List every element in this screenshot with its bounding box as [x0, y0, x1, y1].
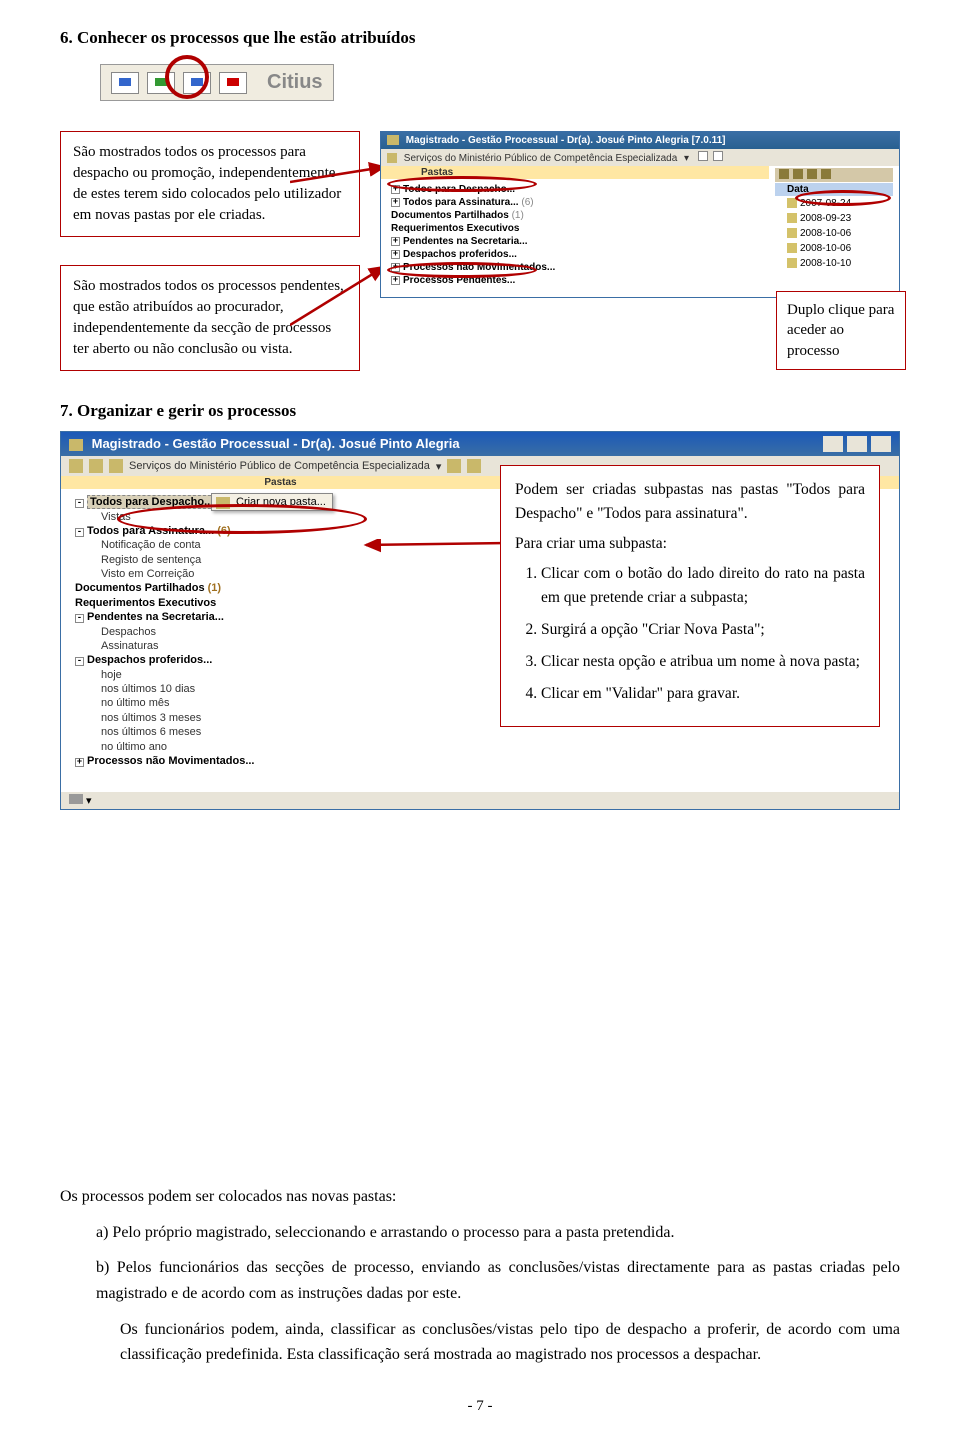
citius-label: Citius [267, 71, 323, 93]
toolbar-icon-pdf[interactable] [219, 72, 247, 94]
tree-item[interactable]: Vistas [75, 509, 365, 523]
tree-item[interactable]: Documentos Partilhados (1) [75, 581, 365, 595]
shot1-pastas-header: Pastas [381, 166, 769, 179]
tree-item[interactable]: nos últimos 3 meses [75, 711, 365, 725]
date-row[interactable]: 2008-10-06 [775, 241, 893, 256]
tree-item[interactable]: Requerimentos Executivos [75, 596, 365, 610]
bottom-paragraphs: Os processos podem ser colocados nas nov… [60, 1184, 900, 1368]
date-row[interactable]: 2008-10-10 [775, 256, 893, 271]
callout-box-pendentes: São mostrados todos os processos pendent… [60, 265, 360, 371]
tree-item[interactable]: no último mês [75, 696, 365, 710]
date-row[interactable]: 2008-10-06 [775, 226, 893, 241]
citius-toolbar: Citius [100, 64, 334, 101]
callout-box-create-subfolder: Podem ser criadas subpastas nas pastas "… [500, 465, 880, 727]
shot1-subbar: Serviços do Ministério Público de Compet… [381, 149, 899, 166]
tree-item[interactable]: Despachos [75, 624, 365, 638]
section-7: 7. Organizar e gerir os processos Magist… [60, 401, 900, 1368]
shot1-tree[interactable]: +Todos para Despacho...+Todos para Assin… [381, 179, 626, 297]
tree-item[interactable]: -Todos para Assinatura... (6) [75, 524, 365, 538]
toolbar-icon-2[interactable] [147, 72, 175, 94]
tree-item[interactable]: Registo de sentença [75, 553, 365, 567]
tree-item[interactable]: +Processos não Movimentados... [75, 754, 365, 768]
shot2-statusbar: ▾ [61, 792, 899, 809]
callout-box-despacho: São mostrados todos os processos para de… [60, 131, 360, 237]
tree-item[interactable]: Visto em Correição [75, 567, 365, 581]
nav-back-icon[interactable] [69, 459, 83, 473]
section-6: 6. Conhecer os processos que lhe estão a… [60, 28, 900, 371]
date-row[interactable]: 2007-08-24 [775, 196, 893, 211]
shot1-data-header: Data [775, 183, 893, 196]
tree-item[interactable]: no último ano [75, 739, 365, 753]
page-number: - 7 - [60, 1398, 900, 1415]
tree-item[interactable]: +Todos para Despacho... [391, 183, 620, 196]
search-icon[interactable] [447, 459, 461, 473]
section-6-heading: 6. Conhecer os processos que lhe estão a… [60, 28, 900, 48]
context-menu-create-folder[interactable]: Criar nova pasta... [211, 493, 333, 511]
new-folder-icon [216, 497, 230, 509]
tree-item[interactable]: +Despachos proferidos... [391, 248, 620, 261]
shot2-title: Magistrado - Gestão Processual - Dr(a). … [92, 436, 460, 451]
tree-item[interactable]: Requerimentos Executivos [391, 222, 620, 235]
tree-item[interactable]: hoje [75, 668, 365, 682]
tree-item[interactable]: -Pendentes na Secretaria... [75, 610, 365, 624]
tree-item[interactable]: +Pendentes na Secretaria... [391, 235, 620, 248]
refresh-icon[interactable] [467, 459, 481, 473]
nav-fwd-icon[interactable] [89, 459, 103, 473]
shot2-titlebar-icons[interactable] [823, 436, 891, 452]
callout-box-dblclick: Duplo clique para aceder ao processo [776, 291, 906, 370]
screenshot-1: Magistrado - Gestão Processual - Dr(a). … [380, 131, 900, 298]
tree-item[interactable]: nos últimos 6 meses [75, 725, 365, 739]
tree-item[interactable]: Assinaturas [75, 639, 365, 653]
tree-item[interactable]: Documentos Partilhados (1) [391, 209, 620, 222]
tree-item[interactable]: Notificação de conta [75, 538, 365, 552]
date-row[interactable]: 2008-09-23 [775, 211, 893, 226]
section-7-heading: 7. Organizar e gerir os processos [60, 401, 900, 421]
tree-item[interactable]: +Processos Pendentes... [391, 274, 620, 287]
toolbar-icon-3[interactable] [183, 72, 211, 94]
tree-item[interactable]: +Processos não Movimentados... [391, 261, 620, 274]
shot2-tree[interactable]: -Todos para Despacho...Vistas-Todos para… [61, 489, 371, 792]
tree-item[interactable]: nos últimos 10 dias [75, 682, 365, 696]
toolbar-icon-1[interactable] [111, 72, 139, 94]
tree-item[interactable]: -Despachos proferidos... [75, 653, 365, 667]
shot1-iconbar [775, 168, 893, 182]
tree-item[interactable]: +Todos para Assinatura... (6) [391, 196, 620, 209]
shot1-titlebar: Magistrado - Gestão Processual - Dr(a). … [381, 132, 899, 149]
folder-icon [109, 459, 123, 473]
